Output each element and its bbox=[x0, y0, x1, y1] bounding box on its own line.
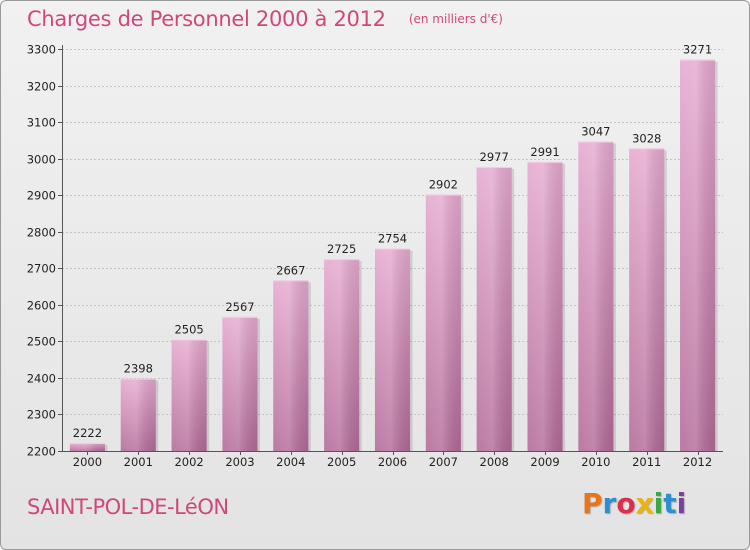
bar-sheen bbox=[374, 248, 411, 451]
value-label: 2977 bbox=[480, 150, 509, 164]
bar-sheen bbox=[578, 141, 614, 451]
brand-letter: r bbox=[602, 487, 617, 520]
bar-sheen bbox=[120, 378, 156, 451]
bar-sheen bbox=[273, 280, 309, 451]
brand-logo[interactable]: Proxiti bbox=[582, 487, 686, 520]
y-tick-label: 3200 bbox=[27, 80, 56, 94]
bar-sheen bbox=[680, 59, 716, 452]
value-label: 2902 bbox=[429, 177, 458, 191]
x-tick-label: 2005 bbox=[327, 455, 356, 469]
x-tick-label: 2007 bbox=[429, 455, 458, 469]
x-tick-label: 2004 bbox=[276, 455, 305, 469]
bar-sheen bbox=[629, 148, 665, 452]
brand-letter: i bbox=[653, 487, 664, 520]
y-tick-label: 2200 bbox=[27, 445, 56, 459]
x-tick-label: 2011 bbox=[632, 455, 661, 469]
x-tick-label: 2009 bbox=[530, 455, 559, 469]
y-tick-label: 2400 bbox=[27, 372, 56, 386]
brand-letter: i bbox=[676, 487, 687, 520]
axis-layer bbox=[58, 45, 723, 455]
x-tick-label: 2000 bbox=[73, 455, 102, 469]
value-label: 2991 bbox=[530, 145, 559, 159]
value-label: 2725 bbox=[327, 242, 356, 256]
bar-sheen bbox=[222, 316, 258, 451]
y-tick-label: 2800 bbox=[27, 226, 56, 240]
chart-title: Charges de Personnel 2000 à 2012 bbox=[27, 7, 386, 31]
value-label: 3047 bbox=[581, 124, 610, 138]
x-tick-label: 2012 bbox=[683, 455, 712, 469]
y-tick-label: 3300 bbox=[27, 43, 56, 57]
chart-subtitle: (en milliers d'€) bbox=[408, 12, 503, 26]
y-tick-label: 3000 bbox=[27, 153, 56, 167]
brand-letter: x bbox=[635, 487, 654, 520]
bar-sheen bbox=[171, 339, 207, 451]
x-tick-label: 2003 bbox=[225, 455, 254, 469]
title-row: Charges de Personnel 2000 à 2012 (en mil… bbox=[27, 7, 503, 31]
y-tick-label: 2900 bbox=[27, 189, 56, 203]
bars-layer bbox=[69, 59, 718, 452]
value-label: 2505 bbox=[174, 323, 203, 337]
bar-sheen bbox=[324, 259, 360, 451]
y-tick-label: 2500 bbox=[27, 335, 56, 349]
value-label: 3271 bbox=[683, 43, 712, 57]
place-name: SAINT-POL-DE-LéON bbox=[27, 495, 229, 519]
x-tick-label: 2001 bbox=[124, 455, 153, 469]
value-label: 2667 bbox=[276, 263, 305, 277]
brand-letter: o bbox=[616, 487, 636, 520]
bar-sheen bbox=[69, 442, 105, 451]
x-tick-label: 2008 bbox=[480, 455, 509, 469]
bar-sheen bbox=[476, 167, 512, 452]
bar-sheen bbox=[425, 194, 461, 451]
brand-letter: t bbox=[663, 487, 677, 520]
value-label: 3028 bbox=[632, 131, 661, 145]
x-tick-label: 2002 bbox=[174, 455, 203, 469]
y-tick-label: 2600 bbox=[27, 299, 56, 313]
brand-letter: P bbox=[582, 487, 603, 520]
y-tick-label: 2700 bbox=[27, 262, 56, 276]
value-label: 2567 bbox=[225, 300, 254, 314]
y-tick-label: 3100 bbox=[27, 116, 56, 130]
labels-layer: 2200 2300 2400 2500 2600 2700 2800 2900 3000 3100… bbox=[27, 43, 712, 470]
x-tick-label: 2006 bbox=[378, 455, 407, 469]
value-label: 2222 bbox=[73, 426, 102, 440]
value-label: 2754 bbox=[378, 232, 407, 246]
bar-sheen bbox=[527, 161, 563, 451]
x-tick-label: 2010 bbox=[581, 455, 610, 469]
value-label: 2398 bbox=[124, 362, 153, 376]
y-tick-label: 2300 bbox=[27, 408, 56, 422]
